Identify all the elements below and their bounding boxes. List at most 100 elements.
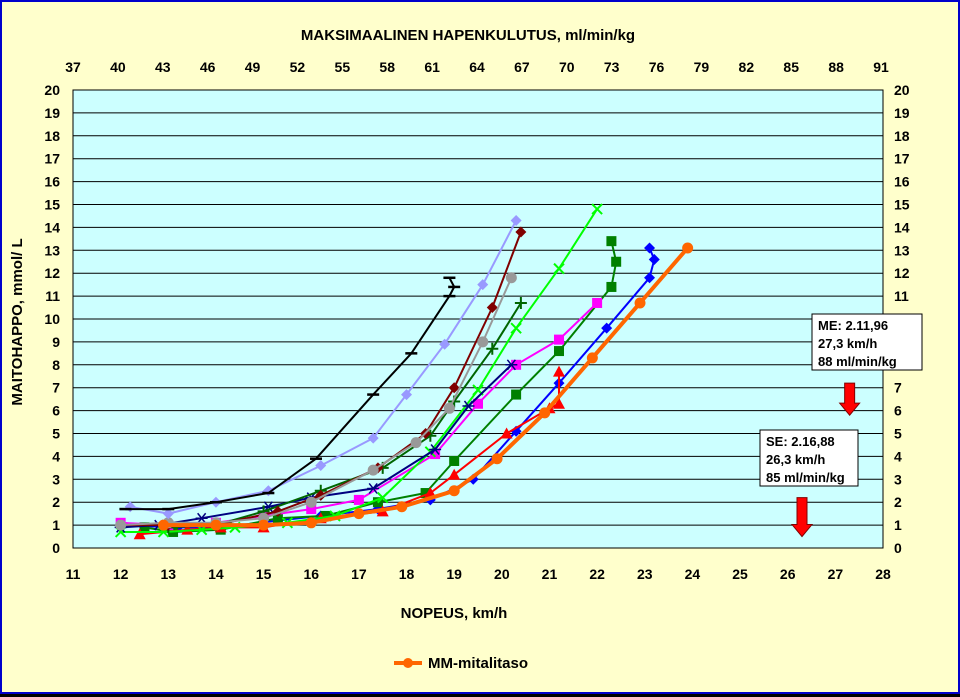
data-point [514, 296, 527, 309]
y-right-tick-label: 0 [894, 540, 902, 556]
data-point [258, 519, 270, 531]
series-line [120, 208, 598, 533]
data-point [601, 322, 613, 334]
data-point [430, 449, 441, 460]
series-line [163, 246, 690, 528]
annotation-text: 85 ml/min/kg [766, 470, 845, 485]
data-point [305, 496, 317, 508]
annotation-box [811, 313, 923, 371]
y-tick-label: 2 [52, 494, 60, 510]
data-point [473, 398, 483, 409]
y-tick-label: 3 [52, 471, 60, 487]
x-tick-label: 23 [637, 566, 653, 582]
top-tick-label: 55 [335, 59, 351, 75]
y-tick-label: 19 [44, 105, 60, 121]
x-tick-label: 12 [113, 566, 129, 582]
x-tick-label: 26 [780, 566, 796, 582]
y-tick-label: 10 [44, 311, 60, 327]
y-right-tick-label: 20 [894, 82, 910, 98]
x-axis-ticks: 11 12 13 14 15 16 17 18 19 20 21 22 23 24 25 26 27 28 [66, 566, 891, 582]
data-point [634, 297, 646, 309]
annotation-arrow [838, 382, 861, 416]
data-point [592, 297, 603, 308]
data-point [448, 485, 460, 497]
data-point [396, 501, 408, 513]
data-point [439, 338, 451, 350]
y-right-tick-label: 1 [894, 517, 902, 533]
data-point [401, 389, 413, 401]
data-point [315, 460, 327, 472]
data-point [448, 468, 461, 480]
series-layer [114, 203, 694, 540]
top-tick-label: 82 [739, 59, 755, 75]
data-point [429, 444, 442, 455]
y-tick-label: 14 [44, 219, 60, 235]
x-tick-label: 17 [351, 566, 367, 582]
x-tick-label: 13 [161, 566, 177, 582]
x-tick-label: 24 [685, 566, 701, 582]
data-point [491, 453, 503, 465]
y-tick-label: 8 [52, 357, 60, 373]
grid-lines [73, 112, 883, 526]
top-tick-label: 40 [110, 59, 126, 75]
data-point [420, 488, 431, 499]
data-series [119, 276, 461, 511]
data-point [162, 508, 174, 520]
data-point [477, 336, 489, 348]
data-point [511, 389, 522, 400]
data-point [505, 272, 517, 284]
y-tick-label: 16 [44, 174, 60, 190]
top-tick-label: 76 [649, 59, 665, 75]
y-right-tick-label: 4 [894, 448, 902, 464]
data-point [510, 322, 522, 334]
y-right-tick-label: 2 [894, 494, 902, 510]
y-tick-label: 5 [52, 426, 60, 442]
data-series [114, 203, 603, 538]
y-tick-label: 0 [52, 540, 60, 556]
top-tick-label: 58 [379, 59, 395, 75]
x-tick-label: 28 [875, 566, 891, 582]
annotation-box [759, 429, 859, 487]
x-axis-label: NOPEUS, km/h [401, 605, 508, 622]
y-tick-label: 12 [44, 265, 60, 281]
chart-title: MAKSIMAALINEN HAPENKULUTUS, ml/min/kg [301, 27, 635, 44]
top-tick-label: 85 [783, 59, 799, 75]
annotation-text: ME: 2.11,96 [818, 318, 888, 333]
data-point [510, 215, 522, 227]
y-right-tick-label: 11 [894, 288, 909, 304]
data-point [306, 504, 317, 515]
data-point [606, 236, 617, 247]
data-point [539, 407, 551, 419]
y-tick-label: 15 [44, 197, 60, 213]
data-point [644, 272, 656, 284]
annotation-text: 27,3 km/h [818, 336, 877, 351]
data-point [448, 382, 460, 394]
data-point [133, 528, 146, 540]
legend-label: MM-mitalitaso [428, 655, 528, 672]
data-point [158, 519, 170, 531]
top-tick-label: 61 [424, 59, 440, 75]
annotation: ME: 2.11,96 27,3 km/h 88 ml/min/kg [811, 313, 923, 416]
data-point [443, 402, 455, 414]
data-point [510, 425, 522, 437]
annotation-text: SE: 2.16,88 [766, 434, 835, 449]
top-tick-label: 43 [155, 59, 171, 75]
y-tick-label: 11 [45, 288, 60, 304]
series-line [125, 277, 456, 511]
x-tick-label: 27 [828, 566, 844, 582]
data-point [500, 427, 513, 439]
x-tick-label: 14 [208, 566, 224, 582]
y-right-tick-label: 12 [894, 265, 910, 281]
top-tick-label: 91 [873, 59, 889, 75]
legend-marker [403, 658, 413, 668]
y-right-tick-label: 16 [894, 174, 910, 190]
x-tick-label: 15 [256, 566, 272, 582]
data-series [158, 242, 694, 531]
top-tick-label: 49 [245, 59, 261, 75]
y-axis-label: MAITOHAPPO, mmol/ L [9, 238, 26, 405]
data-point [586, 352, 598, 364]
data-point [449, 455, 460, 466]
data-point [367, 464, 379, 476]
data-point [462, 400, 475, 412]
annotation: SE: 2.16,88 26,3 km/h 85 ml/min/kg [759, 429, 859, 538]
